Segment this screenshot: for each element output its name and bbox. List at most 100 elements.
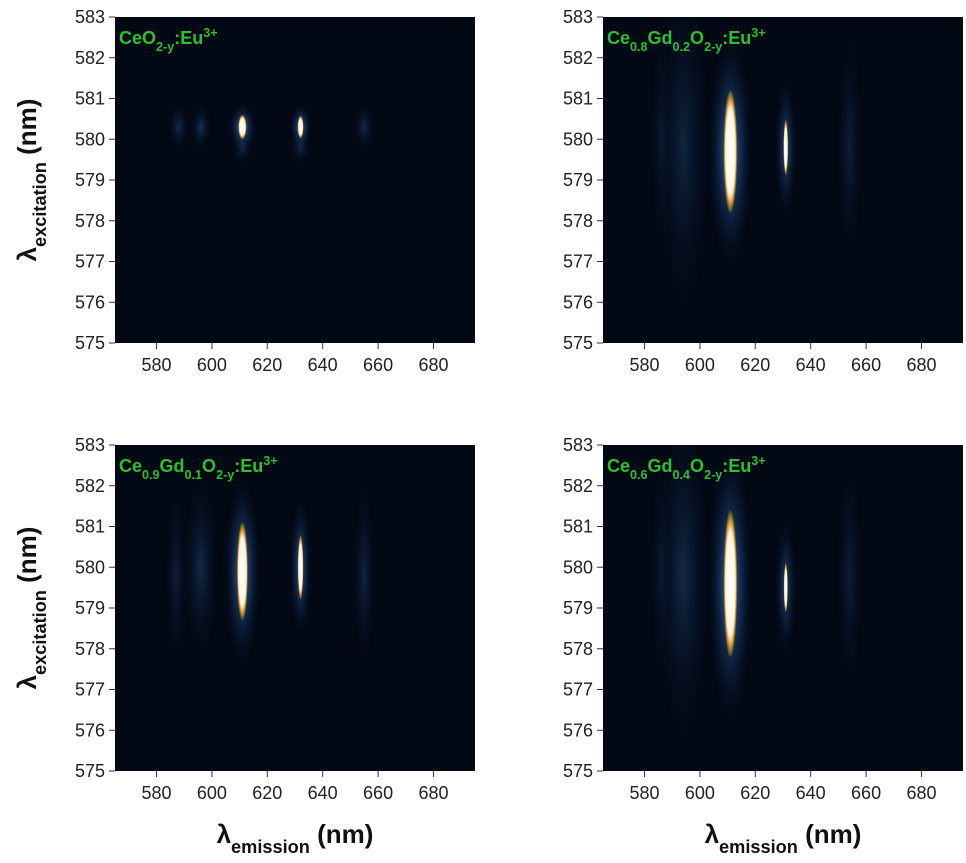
text-part: Gd <box>160 456 185 476</box>
x-tick-label: 660 <box>363 783 393 803</box>
text-part: excitation <box>30 162 50 247</box>
x-tick-label: 680 <box>418 783 448 803</box>
text-part: (nm) <box>12 99 42 163</box>
text-part: 0.1 <box>185 468 203 482</box>
x-tick-label: 640 <box>308 783 338 803</box>
x-tick-label: 620 <box>740 783 770 803</box>
text-part: λ <box>217 819 232 849</box>
y-tick-label: 580 <box>563 129 593 149</box>
x-tick-label: 680 <box>906 783 936 803</box>
panel-title: Ce0.9Gd0.1O2-y:Eu3+ <box>119 454 278 482</box>
panel: 575 576 577 578 579 580 581 582 583 580 600 620 640 6… <box>12 435 475 857</box>
spot-core <box>723 510 738 657</box>
spots <box>650 17 863 319</box>
spot-glow <box>353 484 375 667</box>
y-tick-label: 579 <box>563 170 593 190</box>
spot-glow <box>353 104 375 150</box>
y-tick-label: 581 <box>563 89 593 109</box>
y-tick-label: 575 <box>563 761 593 781</box>
text-part: (nm) <box>310 819 374 849</box>
text-part: CeO <box>119 28 156 48</box>
y-tick-label: 583 <box>75 7 105 27</box>
x-axis-label: λemission (nm) <box>217 819 374 857</box>
text-part: (nm) <box>798 819 862 849</box>
spot-glow <box>168 104 190 150</box>
x-tick-label: 580 <box>630 783 660 803</box>
text-part: 2-y <box>216 468 234 482</box>
x-tick-label: 580 <box>142 355 172 375</box>
x-tick-label: 600 <box>685 783 715 803</box>
text-part: Ce <box>607 456 630 476</box>
x-tick-label: 640 <box>796 783 826 803</box>
spots <box>168 104 375 165</box>
text-part: 0.4 <box>673 468 691 482</box>
y-tick-label: 580 <box>75 129 105 149</box>
text-part: 2-y <box>156 40 174 54</box>
text-part: 0.6 <box>630 468 648 482</box>
y-tick-label: 577 <box>563 252 593 272</box>
text-part: λ <box>705 819 720 849</box>
y-tick-label: 575 <box>563 333 593 353</box>
spots <box>650 445 863 747</box>
y-tick-label: 576 <box>75 292 105 312</box>
spot-glow <box>289 130 312 165</box>
text-part: Ce <box>119 456 142 476</box>
text-part: 3+ <box>751 26 765 40</box>
y-tick-label: 581 <box>563 517 593 537</box>
y-tick-label: 577 <box>75 680 105 700</box>
x-tick-label: 620 <box>252 783 282 803</box>
spot-core <box>236 522 248 621</box>
text-part: O <box>690 456 704 476</box>
text-part: 0.2 <box>673 40 691 54</box>
panel: 575 576 577 578 579 580 581 582 583 580 600 620 640 6… <box>12 7 475 375</box>
spot-glow <box>836 461 863 690</box>
x-tick-label: 660 <box>363 355 393 375</box>
y-tick-label: 581 <box>75 517 105 537</box>
text-part: :Eu <box>234 456 263 476</box>
text-part: Ce <box>607 28 630 48</box>
y-tick-label: 583 <box>563 7 593 27</box>
y-tick-label: 579 <box>75 170 105 190</box>
y-tick-label: 582 <box>75 48 105 68</box>
x-tick-label: 680 <box>906 355 936 375</box>
y-tick-label: 576 <box>563 292 593 312</box>
y-tick-label: 578 <box>563 211 593 231</box>
x-tick-label: 600 <box>197 355 227 375</box>
y-tick-label: 575 <box>75 761 105 781</box>
text-part: :Eu <box>174 28 203 48</box>
text-part: λ <box>12 246 42 261</box>
y-tick-label: 582 <box>563 476 593 496</box>
text-part: 0.9 <box>142 468 160 482</box>
text-part: 0.8 <box>630 40 648 54</box>
text-part: 3+ <box>203 26 217 40</box>
text-part: emission <box>719 837 798 857</box>
panel-title: CeO2-y:Eu3+ <box>119 26 218 54</box>
spot-core <box>783 562 788 613</box>
y-tick-label: 578 <box>75 211 105 231</box>
spot-glow <box>656 17 710 319</box>
y-tick-label: 578 <box>75 639 105 659</box>
y-tick-label: 579 <box>563 598 593 618</box>
spot-glow <box>836 33 863 262</box>
text-part: excitation <box>30 590 50 675</box>
spot-glow <box>190 104 212 150</box>
x-tick-label: 640 <box>796 355 826 375</box>
y-axis-label: λexcitation (nm) <box>12 527 50 690</box>
y-tick-label: 583 <box>75 435 105 455</box>
y-tick-label: 580 <box>75 557 105 577</box>
text-part: 2-y <box>704 40 722 54</box>
y-tick-label: 576 <box>563 720 593 740</box>
spot-core <box>297 534 304 600</box>
text-part: :Eu <box>722 456 751 476</box>
panel: 575 576 577 578 579 580 581 582 583 580 600 620 640 6… <box>563 7 963 375</box>
panel: 575 576 577 578 579 580 581 582 583 580 600 620 640 6… <box>563 435 963 857</box>
x-tick-label: 660 <box>851 355 881 375</box>
text-part: :Eu <box>722 28 751 48</box>
x-tick-label: 600 <box>197 783 227 803</box>
text-part: 3+ <box>751 454 765 468</box>
y-tick-label: 578 <box>563 639 593 659</box>
x-tick-label: 660 <box>851 783 881 803</box>
panel-title: Ce0.8Gd0.2O2-y:Eu3+ <box>607 26 766 54</box>
x-tick-label: 580 <box>142 783 172 803</box>
